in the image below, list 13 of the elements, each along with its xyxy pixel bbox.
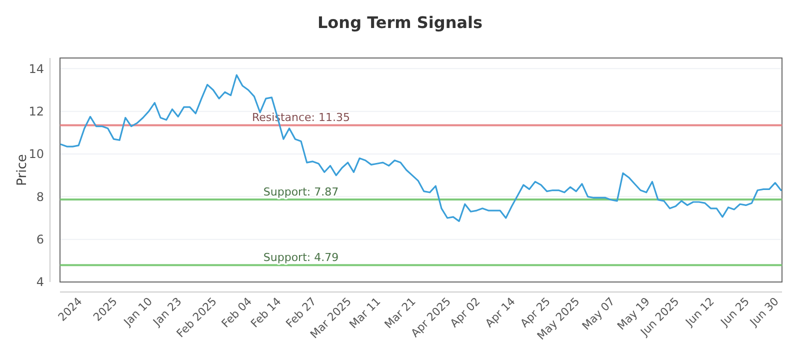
- x-tick-label: Apr 14: [482, 294, 518, 330]
- y-tick-label: 4: [36, 275, 44, 290]
- chart-title: Long Term Signals: [317, 13, 483, 32]
- y-tick-label: 10: [28, 147, 44, 162]
- y-tick-label: 12: [28, 104, 44, 119]
- y-tick-label: 14: [28, 62, 44, 76]
- ref-line-label: Support: 7.87: [263, 185, 339, 198]
- x-tick-label: Jun 12: [682, 294, 717, 330]
- y-tick-label: 8: [36, 190, 44, 204]
- ref-line-label: Support: 4.79: [263, 251, 339, 264]
- y-tick-label: 6: [36, 232, 44, 247]
- line-series: [60, 74, 782, 222]
- y-axis-title: Price: [15, 154, 30, 186]
